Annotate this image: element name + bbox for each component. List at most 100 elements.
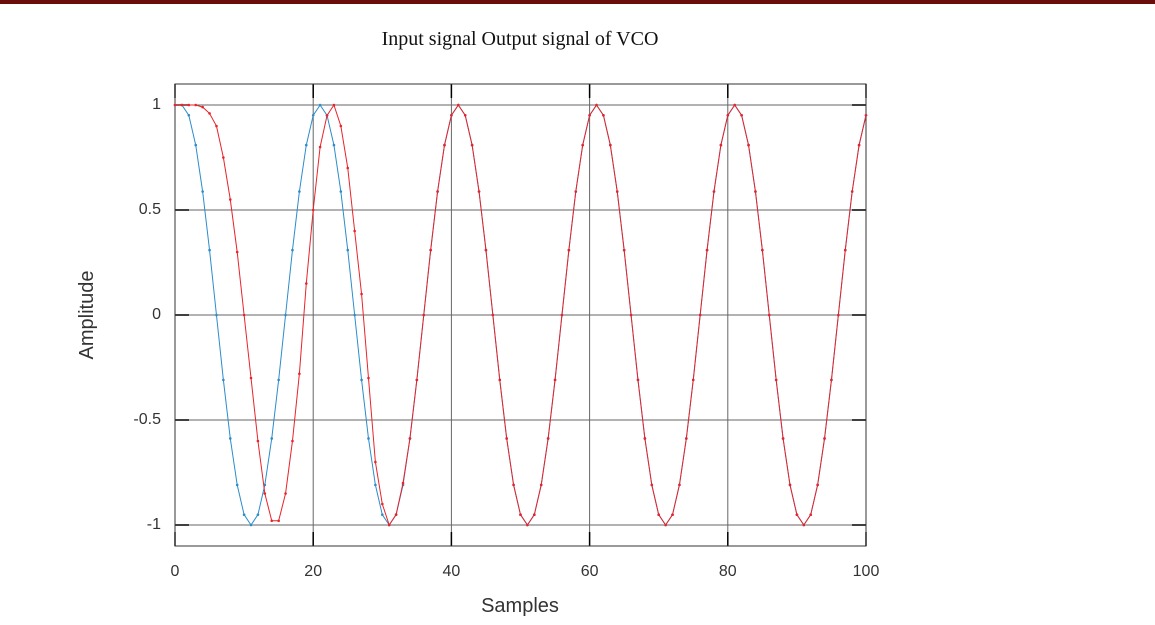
data-point	[470, 143, 474, 147]
data-point	[332, 143, 336, 147]
x-tick-label: 0	[171, 563, 180, 580]
data-point	[367, 376, 370, 380]
data-point	[215, 124, 218, 128]
data-point	[277, 378, 280, 382]
data-point	[657, 513, 660, 517]
data-point	[491, 313, 495, 317]
data-point	[795, 513, 799, 517]
data-point	[719, 143, 723, 147]
data-point	[270, 437, 274, 440]
data-point	[304, 282, 308, 285]
data-point	[235, 250, 239, 254]
data-point	[353, 313, 356, 317]
data-point	[222, 378, 225, 382]
data-point	[857, 143, 861, 147]
data-point	[712, 190, 716, 193]
data-point	[298, 190, 301, 193]
data-point	[581, 143, 584, 147]
data-point	[256, 513, 260, 517]
x-tick-label: 60	[581, 563, 599, 580]
data-point	[774, 378, 778, 382]
data-point	[187, 113, 191, 117]
data-point	[284, 492, 287, 495]
data-point	[415, 378, 419, 382]
data-point	[754, 190, 757, 193]
data-point	[339, 190, 343, 193]
data-point	[429, 248, 432, 252]
data-point	[622, 248, 626, 252]
chart-title: Input signal Output signal of VCO	[382, 28, 659, 50]
data-point	[671, 513, 674, 517]
data-point	[837, 313, 840, 317]
data-point	[360, 292, 363, 296]
data-point	[298, 372, 301, 376]
data-point	[567, 248, 571, 252]
data-point	[615, 190, 619, 193]
data-point	[367, 437, 370, 440]
data-point	[816, 483, 819, 487]
top-bar	[0, 0, 1155, 4]
data-point	[588, 113, 591, 117]
y-tick-label: -0.5	[133, 411, 161, 428]
data-point	[242, 513, 246, 517]
data-point	[443, 143, 446, 147]
data-point	[484, 248, 488, 252]
data-point	[761, 248, 764, 252]
data-point	[311, 208, 315, 212]
data-point	[636, 378, 640, 382]
y-tick-label: -1	[147, 516, 161, 533]
data-point	[208, 112, 211, 115]
data-point	[595, 103, 598, 107]
y-tick-label: 0	[152, 306, 161, 323]
x-axis-label: Samples	[481, 595, 559, 617]
data-point	[408, 437, 412, 440]
data-point	[311, 113, 315, 117]
data-point	[463, 113, 467, 117]
data-point	[519, 513, 522, 517]
x-tick-label: 40	[443, 563, 461, 580]
data-point	[194, 103, 198, 107]
data-point	[346, 166, 350, 170]
data-point	[450, 113, 453, 117]
data-point	[249, 376, 253, 380]
data-point	[374, 483, 377, 487]
data-point	[374, 460, 377, 464]
data-point	[256, 439, 260, 443]
data-point	[629, 313, 633, 317]
data-point	[685, 437, 688, 440]
x-tick-label: 80	[719, 563, 737, 580]
data-point	[173, 103, 177, 107]
data-point	[381, 513, 384, 517]
data-point	[318, 145, 322, 149]
data-point	[284, 313, 287, 317]
data-point	[643, 437, 647, 440]
data-point	[609, 143, 612, 147]
data-point	[823, 437, 826, 440]
data-point	[291, 439, 294, 443]
data-point	[740, 113, 743, 117]
y-tick-label: 0.5	[139, 201, 161, 218]
data-point	[698, 313, 702, 317]
data-point	[208, 248, 211, 252]
data-point	[788, 483, 792, 487]
data-point	[325, 114, 329, 117]
y-axis-label: Amplitude	[76, 271, 98, 360]
data-point	[767, 313, 771, 317]
data-point	[574, 190, 578, 193]
data-point	[277, 519, 280, 523]
data-point	[477, 190, 481, 193]
data-point	[539, 483, 543, 487]
data-point	[843, 248, 847, 252]
data-point	[339, 124, 343, 128]
data-point	[304, 143, 308, 147]
data-point	[401, 481, 405, 485]
data-point	[747, 143, 750, 147]
data-point	[215, 313, 218, 317]
data-point	[291, 248, 294, 252]
data-point	[187, 103, 191, 107]
data-point	[664, 523, 667, 527]
data-point	[228, 437, 232, 440]
data-point	[353, 229, 356, 233]
data-point	[650, 483, 654, 487]
